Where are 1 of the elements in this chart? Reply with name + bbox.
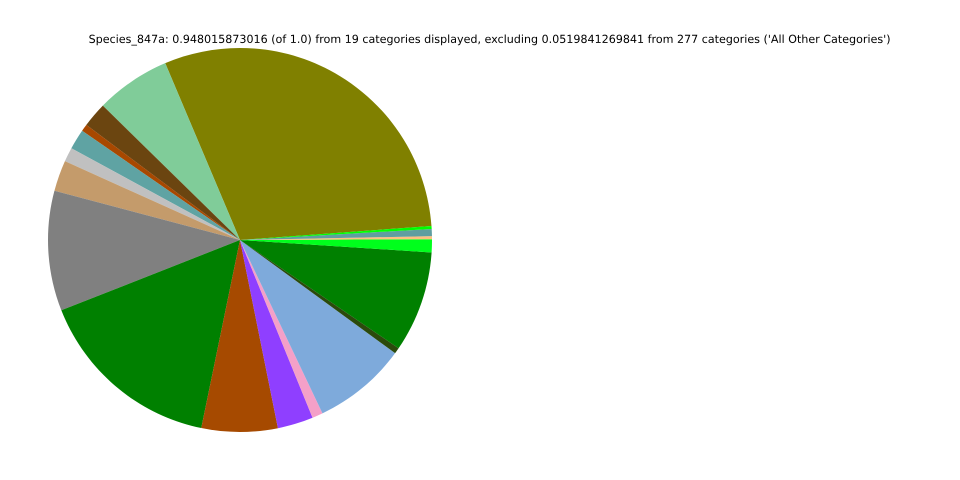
text: Species_847a: 0.948015873016 (of 1.0) from 19 categories displayed, excluding 0.0519841269841 from 277 categories ('All Other Categories'): [89, 34, 890, 46]
